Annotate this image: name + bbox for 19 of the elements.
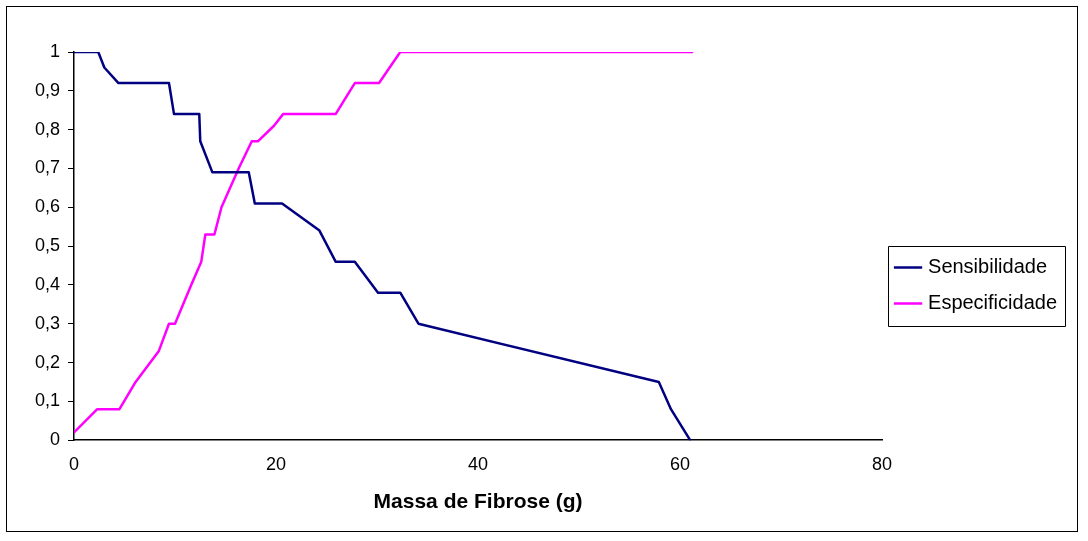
- x-tick-label: 80: [872, 453, 893, 474]
- y-tick-label: 0,5: [34, 235, 61, 256]
- legend-label: Sensibilidade: [928, 255, 1048, 278]
- x-tick-label: 0: [69, 453, 80, 474]
- y-tick-label: 0: [50, 429, 61, 450]
- y-tick-label: 0,6: [34, 196, 61, 217]
- legend-label: Especificidade: [928, 291, 1057, 314]
- x-axis-title: Massa de Fibrose (g): [373, 489, 583, 513]
- y-tick-label: 0,3: [34, 312, 61, 333]
- y-tick-label: 0,9: [34, 79, 61, 100]
- y-tick-label: 0,4: [34, 273, 61, 294]
- y-tick-label: 0,7: [34, 157, 61, 178]
- y-tick-label: 0,2: [34, 351, 61, 372]
- y-tick-label: 0,1: [34, 390, 61, 411]
- x-tick-label: 20: [266, 453, 287, 474]
- y-tick-label: 0,8: [34, 118, 61, 139]
- x-tick-label: 40: [468, 453, 489, 474]
- y-tick-label: 1: [50, 40, 61, 61]
- x-tick-label: 60: [670, 453, 691, 474]
